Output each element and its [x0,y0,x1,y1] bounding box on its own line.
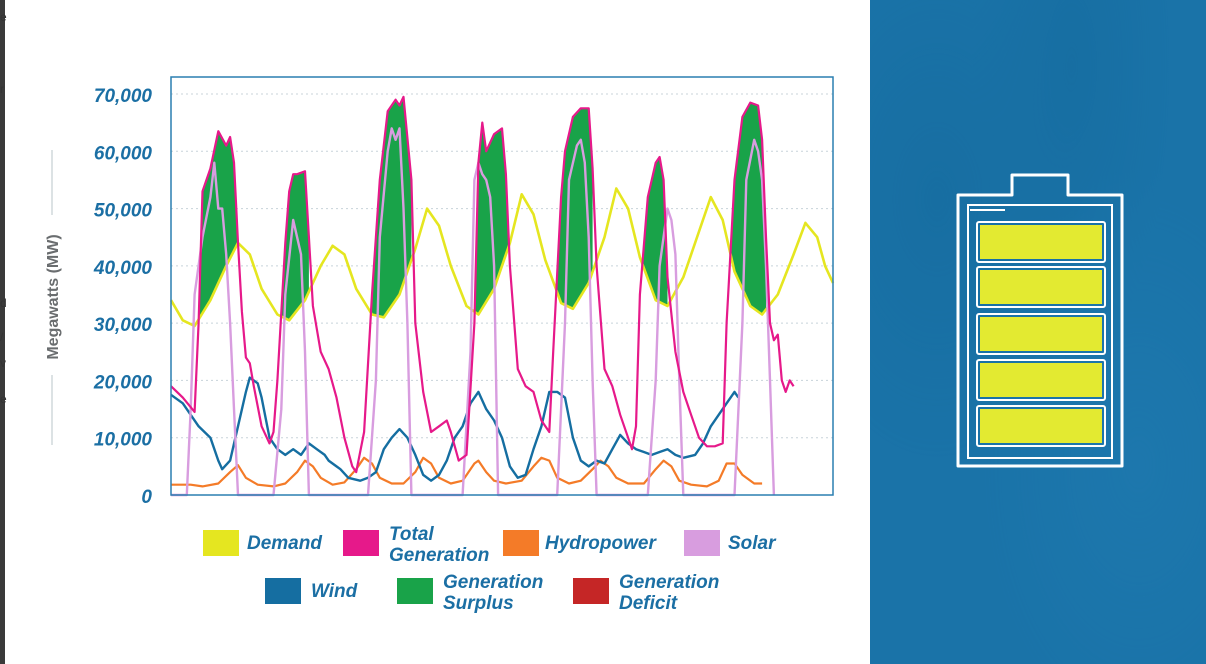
window-edge-strip [0,0,5,664]
legend-label: Total [389,524,434,545]
legend-label: Wind [311,581,358,602]
surplus-area [553,108,593,309]
series-line-total-generation [170,95,795,474]
edge-fragment: / [0,330,4,344]
legend-swatch [203,530,239,556]
battery-cell [980,409,1102,443]
legend-swatch [503,530,539,556]
y-tick-label: 10,000 [94,430,153,451]
battery-cell-outline [976,266,1106,308]
battery-inner-outline [967,204,1113,459]
battery-cell-outline [976,359,1106,401]
legend-label: Solar [728,533,777,554]
y-tick-label: 40,000 [93,258,153,279]
edge-fragment: r [0,82,4,96]
legend-label: Hydropower [545,533,657,554]
legend-swatch [684,530,720,556]
legend-swatch [265,578,301,604]
y-tick-label: 50,000 [94,201,153,222]
series-line-wind [170,376,740,482]
legend-swatch [343,530,379,556]
series-line-hydropower [171,456,763,488]
legend-label: Generation [389,545,489,566]
edge-fragment: v [0,356,6,370]
energy-chart: 0 10,000 20,000 30,000 40,000 50,000 60,000 70,… [45,76,835,614]
battery-cell-outline [976,221,1106,263]
battery-cell [980,225,1102,259]
legend-label: Generation [443,572,543,593]
legend-swatch [397,578,433,604]
battery-cell [980,270,1102,304]
y-tick-label: 60,000 [94,143,153,164]
battery-outline [956,173,1124,468]
legend-label: Surplus [443,593,514,614]
y-axis-label: Megawatts (MW) [45,234,62,359]
surplus-area [198,131,238,320]
y-tick-label: 30,000 [94,315,153,336]
battery-icon [956,173,1124,468]
edge-fragment: d [0,296,7,310]
battery-cell [980,317,1102,351]
edge-fragment: e [0,392,7,406]
battery-cell-outline [976,405,1106,447]
legend-label: Demand [247,533,322,554]
series-line-solar [171,127,776,497]
y-tick-label: 0 [141,487,152,508]
legend-label: Generation [619,572,719,593]
edge-fragment: e [0,10,7,24]
plot-frame [170,76,834,496]
y-tick-label: 70,000 [94,86,153,107]
battery-cell-outline [976,313,1106,355]
y-tick-label: 20,000 [93,372,153,393]
legend-label: Deficit [619,593,678,614]
legend-swatch [573,578,609,604]
battery-cell [980,363,1102,397]
